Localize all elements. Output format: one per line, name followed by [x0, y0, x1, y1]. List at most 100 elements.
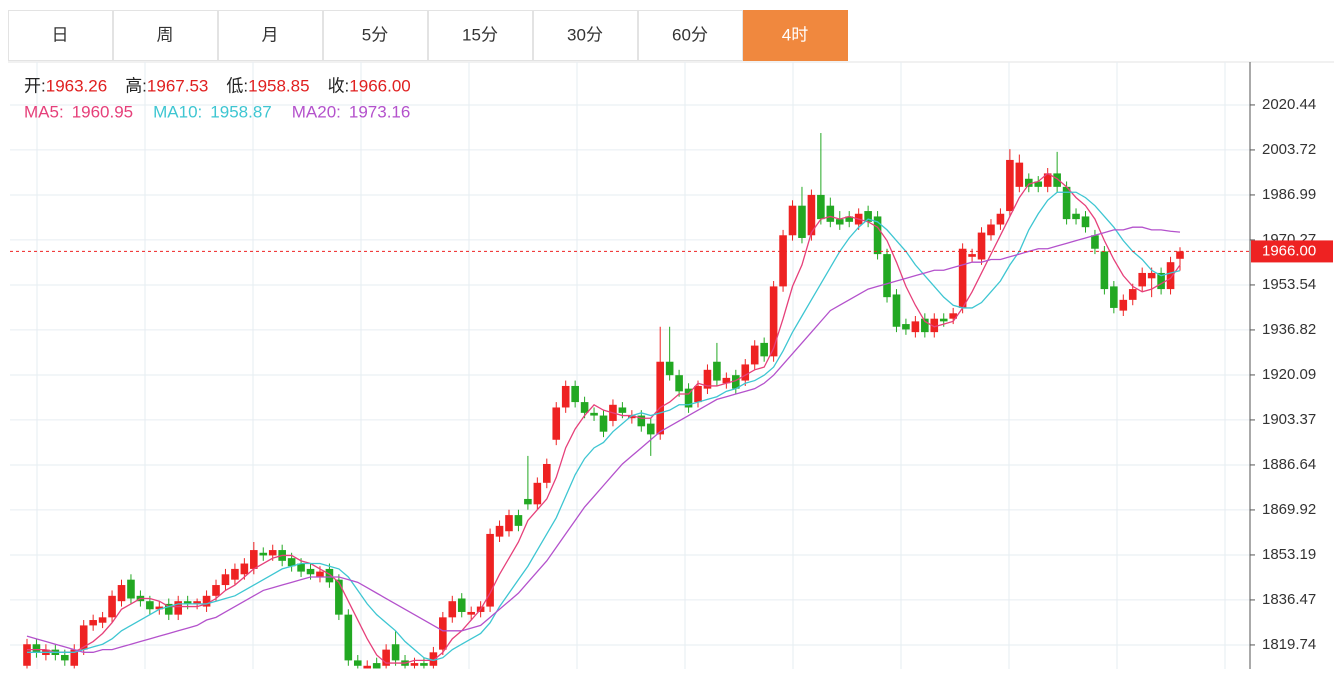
tab-label[interactable]: 周 [157, 25, 174, 44]
candle-body [108, 595, 116, 618]
candle-body [287, 558, 296, 567]
candle-body [703, 369, 712, 389]
candle-body [457, 598, 466, 612]
candle-body [240, 563, 249, 575]
info-value: 1967.53 [147, 76, 208, 95]
candle-body [231, 568, 239, 580]
tab[interactable] [428, 10, 533, 61]
candle-body [684, 388, 693, 408]
candle-body [164, 603, 173, 615]
candle-body [250, 550, 258, 569]
candle-body [750, 345, 759, 365]
candle-body [902, 324, 910, 330]
candle-body [826, 205, 835, 222]
candle-body [1034, 181, 1043, 187]
tab-label[interactable]: 月 [262, 25, 279, 44]
info-label: 低: [226, 76, 248, 95]
tab[interactable] [323, 10, 428, 61]
tab[interactable] [638, 10, 743, 61]
tab[interactable] [113, 10, 218, 61]
candle-body [1176, 251, 1184, 259]
candle-body [193, 601, 201, 604]
y-tick-label: 1936.82 [1262, 321, 1316, 338]
candle-body [599, 415, 608, 432]
tab-label[interactable]: 15分 [462, 25, 498, 44]
tab[interactable] [533, 10, 638, 61]
candle-body [514, 515, 523, 526]
candle-body [1110, 286, 1118, 308]
y-tick-label: 1886.64 [1262, 456, 1316, 473]
candle-body [486, 533, 494, 607]
last-price-box [1251, 240, 1333, 263]
candle-body [1166, 262, 1175, 290]
candle-body [155, 606, 164, 610]
candle-body [1128, 289, 1137, 300]
candle-body [221, 574, 230, 586]
candle-body [1081, 216, 1090, 228]
candle-body [316, 571, 324, 577]
candle-body [1015, 162, 1024, 187]
candle-body [297, 563, 305, 572]
candle-body [949, 313, 957, 319]
candle-body [722, 377, 731, 384]
candle-body [807, 194, 816, 236]
candle-body [98, 617, 107, 623]
candle-body [448, 601, 457, 618]
ma-line [26, 226, 1181, 653]
candle-body [1091, 235, 1099, 249]
y-tick-label: 1836.47 [1262, 591, 1316, 608]
candle-body [1006, 159, 1014, 212]
legend-value: 1960.95 [72, 102, 133, 121]
candle-body [760, 342, 768, 357]
candle-body [372, 663, 381, 669]
candle-body [23, 644, 31, 666]
legend-value: 1958.87 [210, 102, 271, 121]
tab[interactable] [743, 10, 848, 61]
tab-label[interactable]: 5分 [362, 25, 388, 44]
candle-body [788, 205, 797, 236]
candle-body [637, 415, 646, 427]
candle-body [1119, 299, 1128, 311]
candle-body [117, 585, 126, 602]
candle-body [590, 412, 598, 416]
candle-body [628, 415, 636, 419]
candle-body [977, 232, 986, 260]
candle-body [741, 364, 750, 381]
tab-label[interactable]: 4时 [782, 25, 808, 44]
candle-body [1147, 272, 1156, 279]
y-tick-label: 1920.09 [1262, 366, 1316, 383]
info-label: 收: [328, 76, 350, 95]
candle-body [675, 375, 683, 392]
tab-label[interactable]: 30分 [567, 25, 603, 44]
info-value: 1966.00 [349, 76, 410, 95]
candle-body [996, 213, 1005, 225]
candle-body [183, 601, 192, 604]
candle-body [127, 579, 135, 599]
candle-body [1053, 173, 1061, 187]
candle-body [665, 361, 674, 376]
candle-body [1157, 272, 1165, 290]
candle-body [1024, 178, 1033, 187]
legend-name: MA5: [24, 102, 64, 121]
last-price-label: 1966.00 [1262, 242, 1316, 259]
tab[interactable] [8, 10, 113, 61]
candle-body [958, 248, 967, 308]
info-value: 1963.26 [46, 76, 107, 95]
candle-body [939, 318, 948, 322]
info-label: 高: [125, 76, 147, 95]
legend-name: MA20: [292, 102, 341, 121]
candle-body [467, 611, 475, 615]
tab[interactable] [218, 10, 323, 61]
candle-body [79, 625, 88, 650]
candle-body [505, 515, 513, 532]
candle-body [817, 194, 825, 220]
tab-label[interactable]: 日 [52, 25, 69, 44]
candle-body [268, 550, 277, 556]
tab-label[interactable]: 60分 [672, 25, 708, 44]
candle-body [533, 482, 542, 505]
candle-body [571, 385, 579, 403]
candle-body [32, 644, 41, 653]
candle-body [391, 644, 400, 661]
candle-body [353, 660, 362, 666]
